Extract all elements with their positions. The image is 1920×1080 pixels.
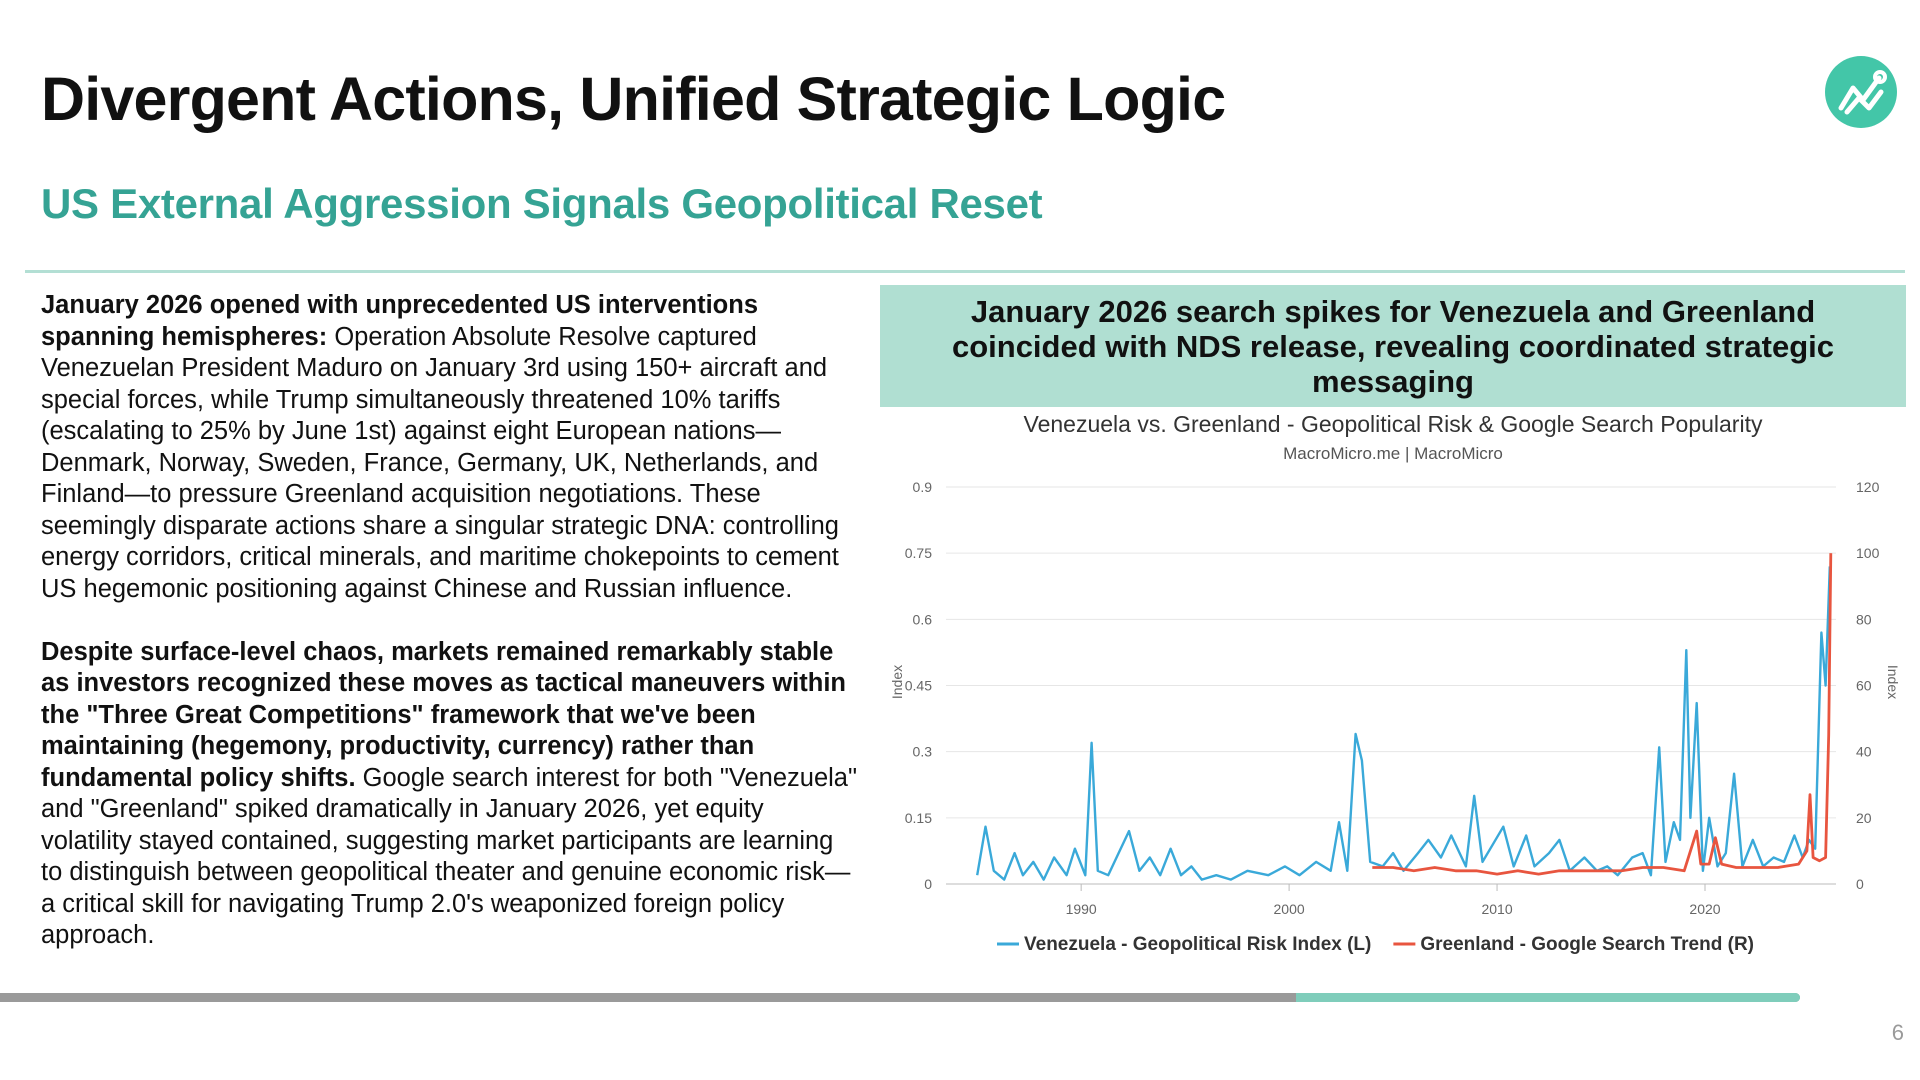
page-subtitle: US External Aggression Signals Geopoliti… bbox=[41, 180, 1043, 227]
trend-chart-icon bbox=[1825, 56, 1897, 128]
y-right-tick-label: 0 bbox=[1856, 876, 1864, 892]
y-axis-left-label: Index bbox=[889, 665, 905, 699]
progress-fill bbox=[1296, 993, 1800, 1002]
x-tick-label: 2010 bbox=[1481, 901, 1512, 917]
paragraph-1: January 2026 opened with unprecedented U… bbox=[41, 290, 859, 605]
y-right-tick-label: 100 bbox=[1856, 545, 1880, 561]
x-tick-label: 2020 bbox=[1689, 901, 1720, 917]
y-left-tick-label: 0 bbox=[924, 876, 932, 892]
y-left-tick-label: 0.9 bbox=[913, 479, 933, 495]
x-tick-label: 1990 bbox=[1066, 901, 1097, 917]
y-right-tick-label: 120 bbox=[1856, 479, 1880, 495]
series-line-1 bbox=[976, 566, 1831, 881]
header-divider bbox=[25, 270, 1905, 273]
legend-label-1: Venezuela - Geopolitical Risk Index (L) bbox=[1024, 934, 1371, 955]
body-text: January 2026 opened with unprecedented U… bbox=[41, 290, 859, 983]
y-left-tick-label: 0.3 bbox=[913, 744, 933, 760]
paragraph-1-body: Operation Absolute Resolve captured Vene… bbox=[41, 322, 839, 603]
chart-source: MacroMicro.me | MacroMicro bbox=[1283, 444, 1503, 463]
page-title: Divergent Actions, Unified Strategic Log… bbox=[41, 65, 1226, 133]
chart-area: Venezuela vs. Greenland - Geopolitical R… bbox=[880, 407, 1906, 977]
chart-title: Venezuela vs. Greenland - Geopolitical R… bbox=[1024, 411, 1763, 437]
y-left-tick-label: 0.45 bbox=[905, 678, 932, 694]
paragraph-2-body: Google search interest for both "Venezue… bbox=[41, 763, 858, 950]
x-tick-label: 2000 bbox=[1274, 901, 1305, 917]
y-left-tick-label: 0.75 bbox=[905, 545, 932, 561]
legend-label-2: Greenland - Google Search Trend (R) bbox=[1420, 934, 1754, 955]
y-right-tick-label: 40 bbox=[1856, 744, 1872, 760]
chart-panel-heading-text: January 2026 search spikes for Venezuela… bbox=[951, 293, 1835, 399]
chart-panel-heading: January 2026 search spikes for Venezuela… bbox=[880, 285, 1906, 407]
paragraph-2: Despite surface-level chaos, markets rem… bbox=[41, 637, 859, 952]
page-number: 6 bbox=[1891, 1020, 1904, 1045]
line-chart: Venezuela vs. Greenland - Geopolitical R… bbox=[889, 411, 1901, 955]
y-left-tick-label: 0.15 bbox=[905, 810, 932, 826]
progress-track bbox=[0, 993, 1800, 1002]
paragraph-1-lead: January 2026 opened with unprecedented U… bbox=[41, 291, 759, 351]
y-right-tick-label: 20 bbox=[1856, 810, 1872, 826]
y-right-tick-label: 60 bbox=[1856, 678, 1872, 694]
y-left-tick-label: 0.6 bbox=[913, 611, 933, 627]
y-axis-right-label: Index bbox=[1885, 665, 1901, 699]
series-line-2 bbox=[1372, 553, 1833, 876]
y-right-tick-label: 80 bbox=[1856, 611, 1872, 627]
paragraph-2-lead: Despite surface-level chaos, markets rem… bbox=[41, 637, 846, 792]
